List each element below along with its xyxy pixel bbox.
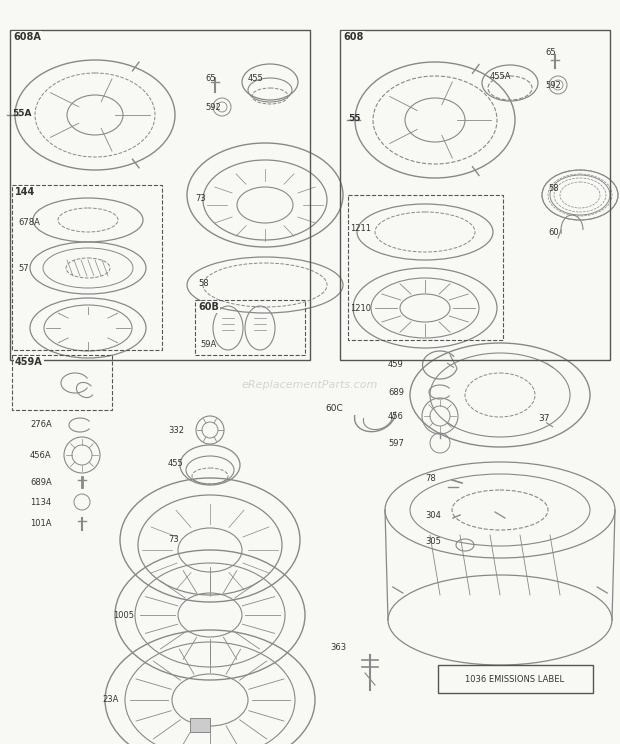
Text: 1211: 1211 — [350, 223, 371, 233]
Bar — [12, 355, 112, 410]
Text: 65: 65 — [545, 48, 556, 57]
Text: 456A: 456A — [30, 451, 51, 460]
Text: 60C: 60C — [325, 403, 343, 412]
Text: 58: 58 — [198, 278, 208, 287]
Text: 305: 305 — [425, 537, 441, 547]
Text: 60B: 60B — [198, 302, 219, 312]
Text: 59A: 59A — [200, 339, 216, 348]
Text: 73: 73 — [168, 536, 179, 545]
Text: 65: 65 — [205, 74, 216, 83]
Text: 1210: 1210 — [350, 304, 371, 312]
Text: 1036 EMISSIONS LABEL: 1036 EMISSIONS LABEL — [466, 675, 565, 684]
Text: 597: 597 — [388, 438, 404, 447]
Text: 101A: 101A — [30, 519, 51, 528]
Text: 1005: 1005 — [113, 611, 134, 620]
Text: 37: 37 — [538, 414, 549, 423]
Bar — [348, 195, 503, 340]
Text: 73: 73 — [195, 193, 206, 202]
Text: 455: 455 — [248, 74, 264, 83]
Text: 689: 689 — [388, 388, 404, 397]
Text: 23A: 23A — [102, 696, 118, 705]
Text: 58: 58 — [548, 184, 559, 193]
Bar — [438, 665, 593, 693]
Text: 78: 78 — [425, 473, 436, 483]
Text: 1134: 1134 — [30, 498, 51, 507]
Bar — [10, 30, 310, 360]
Text: 455: 455 — [168, 458, 184, 467]
Bar — [340, 30, 610, 360]
Text: 608A: 608A — [13, 32, 41, 42]
Text: 304: 304 — [425, 510, 441, 519]
Text: 689A: 689A — [30, 478, 51, 487]
Text: 592: 592 — [205, 103, 221, 112]
Text: 459: 459 — [388, 359, 404, 368]
Text: 456: 456 — [388, 411, 404, 420]
Text: 276A: 276A — [30, 420, 51, 429]
Text: 57: 57 — [18, 263, 29, 272]
Text: eReplacementParts.com: eReplacementParts.com — [242, 380, 378, 390]
Text: 455A: 455A — [490, 71, 511, 80]
Text: 363: 363 — [330, 644, 346, 652]
Text: 144: 144 — [15, 187, 35, 197]
Bar — [190, 718, 210, 732]
Text: 55: 55 — [348, 114, 360, 123]
Bar — [195, 300, 305, 355]
Bar — [12, 185, 162, 350]
Text: 332: 332 — [168, 426, 184, 434]
Text: 60: 60 — [548, 228, 559, 237]
Text: 592: 592 — [545, 80, 560, 89]
Text: 55A: 55A — [12, 109, 32, 118]
Text: 608: 608 — [343, 32, 363, 42]
Text: 459A: 459A — [15, 357, 43, 367]
Text: 678A: 678A — [18, 217, 40, 226]
